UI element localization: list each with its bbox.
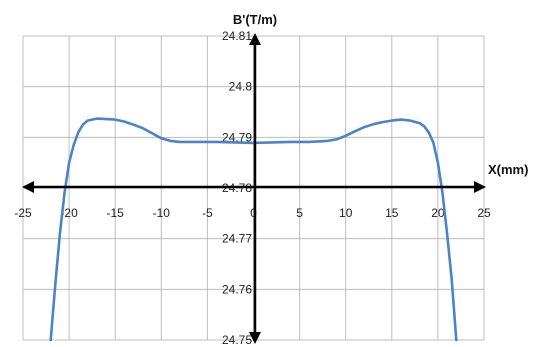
x-tick-label: 10 bbox=[339, 206, 353, 220]
y-tick-label: 24.77 bbox=[222, 232, 252, 246]
x-tick-label: -25 bbox=[14, 206, 32, 220]
tick-labels: -25 -20 -15 -10 -5 0 5 10 15 20 25 24.75 24.76 24.77 2… bbox=[14, 29, 491, 347]
y-tick-label: 24.8 bbox=[229, 80, 253, 94]
x-tick-label: -10 bbox=[153, 206, 171, 220]
x-tick-label: 20 bbox=[431, 206, 445, 220]
y-tick-label: 24.79 bbox=[222, 130, 252, 144]
y-axis-top-arrow bbox=[249, 33, 261, 45]
y-tick-label: 24.75 bbox=[222, 333, 252, 347]
x-tick-label: 25 bbox=[477, 206, 491, 220]
x-tick-label: -20 bbox=[60, 206, 78, 220]
series-line bbox=[49, 117, 458, 342]
y-tick-label: 24.76 bbox=[222, 282, 252, 296]
y-axis-bottom-arrow bbox=[249, 332, 261, 344]
x-axis-left-arrow bbox=[22, 181, 34, 193]
x-axis-title: X(mm) bbox=[488, 162, 528, 177]
y-tick-label: 24.81 bbox=[222, 29, 252, 43]
x-tick-label: -5 bbox=[202, 206, 213, 220]
x-axis-right-arrow bbox=[474, 181, 486, 193]
x-tick-label: 15 bbox=[385, 206, 399, 220]
x-tick-label: 0 bbox=[250, 206, 257, 220]
x-tick-label: 5 bbox=[296, 206, 303, 220]
y-axis-title: B'(T/m) bbox=[233, 12, 277, 27]
x-tick-label: -15 bbox=[107, 206, 125, 220]
